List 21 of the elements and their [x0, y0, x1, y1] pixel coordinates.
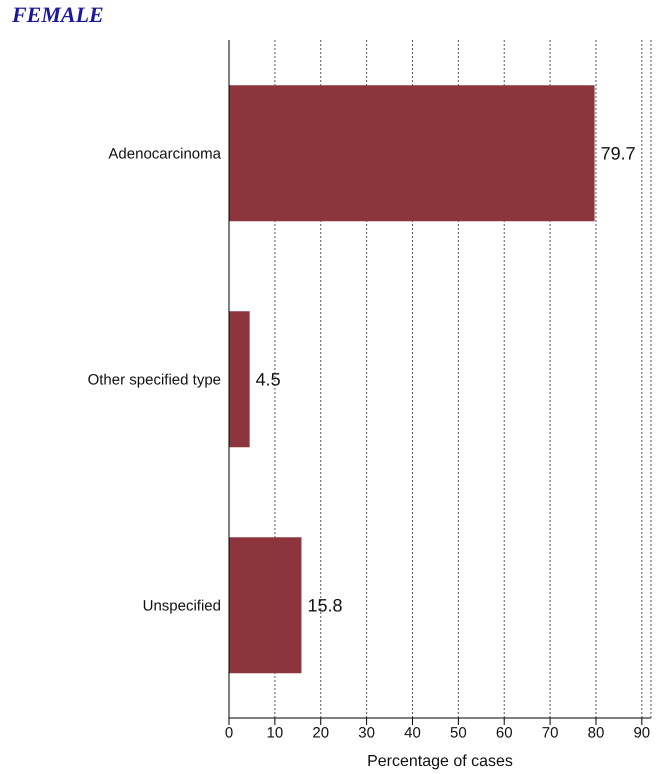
x-tick-label: 0 — [224, 724, 234, 742]
bar — [229, 85, 595, 222]
x-tick-label: 80 — [588, 724, 604, 742]
data-label: 4.5 — [256, 370, 281, 390]
x-tick-label: 90 — [633, 724, 650, 742]
data-label: 15.8 — [307, 596, 343, 616]
x-tick-label: 70 — [542, 724, 558, 742]
y-tick-label: Adenocarcinoma — [108, 145, 222, 162]
x-axis-title: Percentage of cases — [367, 753, 513, 770]
x-tick-label: 10 — [266, 724, 284, 742]
bar — [229, 311, 250, 448]
x-tick-label: 40 — [404, 724, 421, 742]
x-tick-label: 30 — [358, 724, 375, 742]
x-tick-label: 20 — [312, 724, 330, 742]
x-tick-label: 60 — [496, 724, 513, 742]
x-tick-label: 50 — [450, 724, 467, 742]
data-label: 79.7 — [600, 144, 636, 164]
y-tick-label: Other specified type — [88, 371, 221, 388]
y-tick-label: Unspecified — [142, 597, 221, 614]
chart-title: FEMALE — [12, 2, 104, 28]
bar — [229, 537, 302, 674]
